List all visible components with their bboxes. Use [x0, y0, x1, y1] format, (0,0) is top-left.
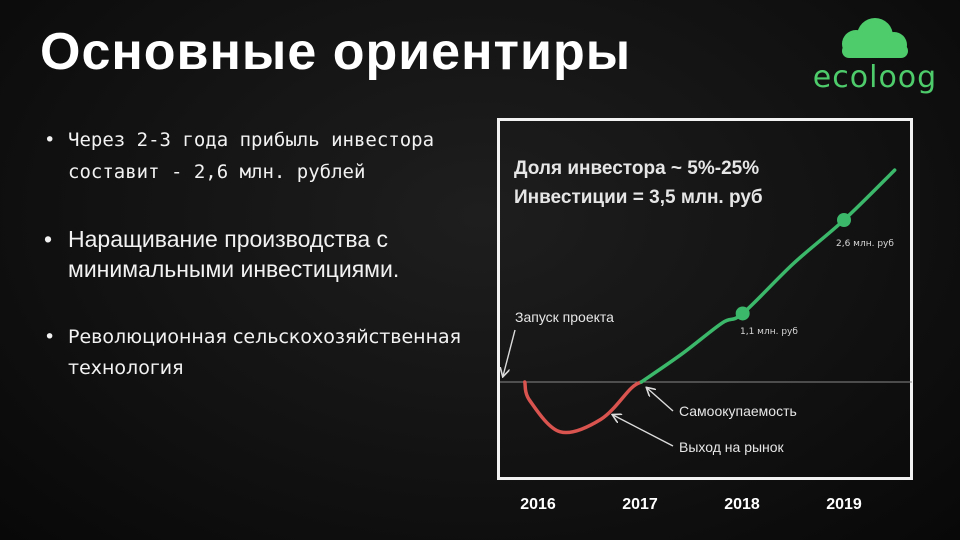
x-tick-2019: 2019 — [826, 496, 862, 513]
chart-title: Доля инвестора ~ 5%-25% — [514, 158, 759, 179]
annotation-market-entry: Выход на рынок — [679, 439, 785, 455]
page-title: Основные ориентиры — [40, 23, 632, 81]
x-tick-2017: 2017 — [622, 496, 658, 513]
data-label-2018: 1,1 млн. руб — [740, 327, 798, 337]
chart-subtitle: Инвестиции = 3,5 млн. руб — [514, 187, 763, 208]
logo-text: ecoloog — [812, 60, 938, 95]
bullet-production-scaling: Наращивание производства с минимальными … — [44, 224, 489, 284]
bullet-agri-technology: Революционная сельскохозяйственная техно… — [44, 322, 489, 384]
data-label-2019: 2,6 млн. руб — [836, 239, 894, 249]
arrow-payback — [647, 388, 674, 412]
cloud-icon — [842, 18, 908, 58]
loss-curve — [523, 380, 644, 435]
bullet-list: Через 2-3 года прибыль инвестора состави… — [44, 124, 489, 384]
arrow-market-entry — [613, 415, 674, 447]
x-tick-2016: 2016 — [520, 496, 556, 513]
data-point-2019 — [837, 213, 851, 227]
chart-frame — [497, 118, 913, 480]
bullet-investor-profit: Через 2-3 года прибыль инвестора состави… — [44, 124, 489, 188]
data-point-2018 — [735, 306, 750, 321]
annotation-payback: Самоокупаемость — [679, 403, 797, 419]
x-tick-2018: 2018 — [724, 496, 760, 513]
annotation-launch: Запуск проекта — [515, 309, 614, 325]
arrow-launch — [503, 329, 516, 376]
ecoloog-logo: ecoloog — [808, 18, 942, 98]
